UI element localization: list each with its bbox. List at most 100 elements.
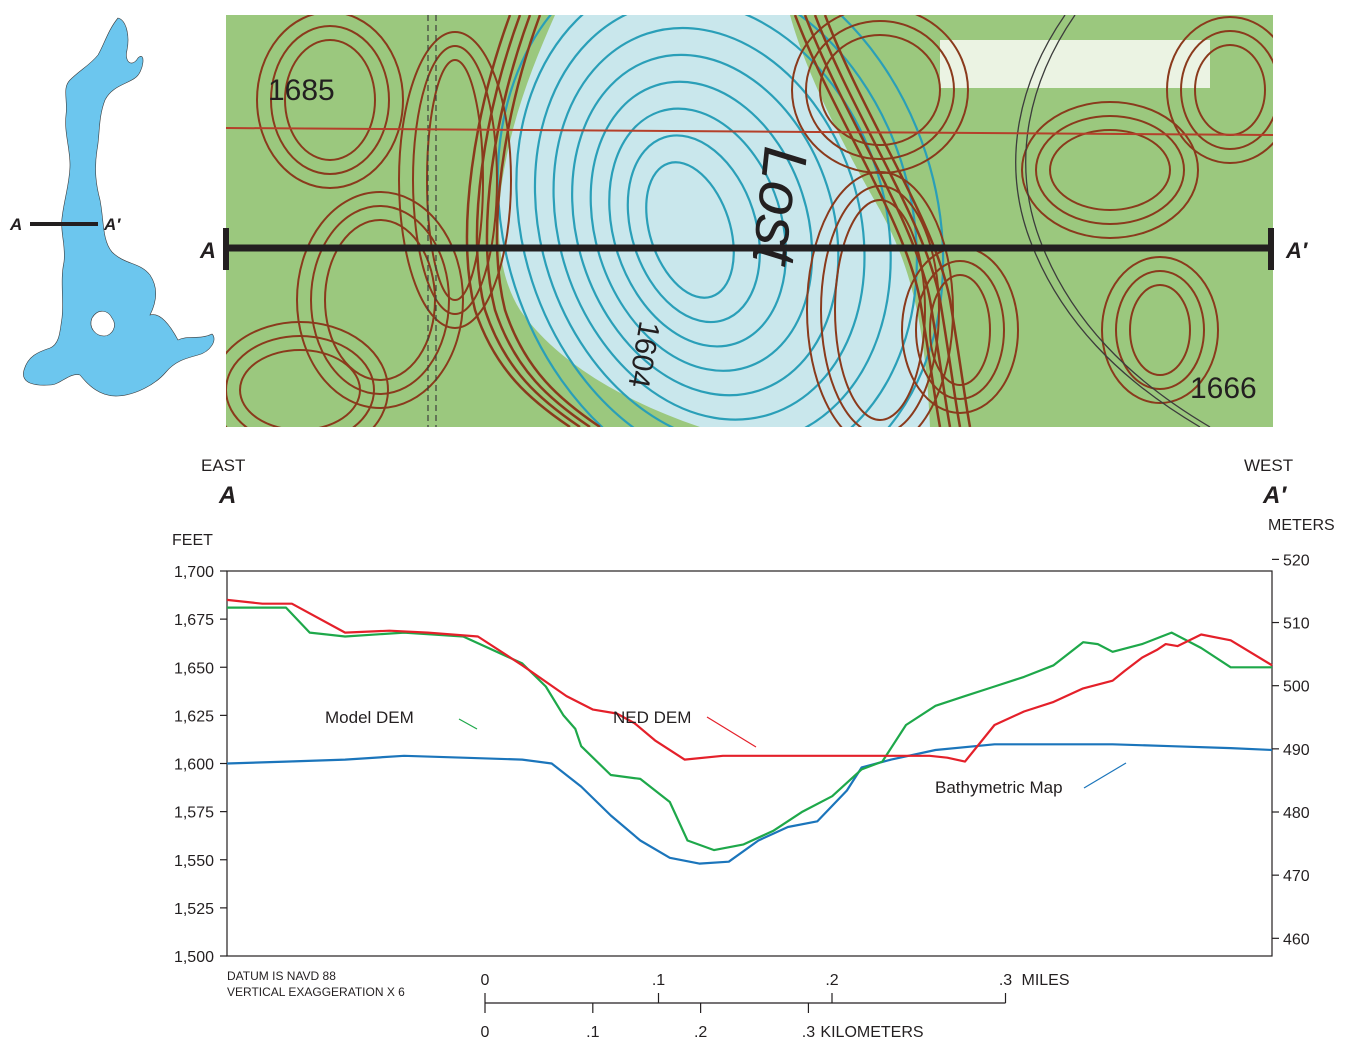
land-contour <box>310 205 450 395</box>
land-contour <box>226 321 389 427</box>
scale-bar-kilometers: 0 .1 .2 .3 KILOMETERS <box>481 1003 924 1041</box>
topo-contours <box>226 15 1273 427</box>
scale-miles-tick-label: .1 <box>652 972 665 989</box>
map-label-a: A <box>199 238 216 263</box>
scale-km-tick-label: .1 <box>586 1024 599 1041</box>
land-contour <box>820 185 940 427</box>
bank-contour-east <box>823 15 972 427</box>
water-contour <box>645 161 735 299</box>
land-contour <box>239 349 361 427</box>
land-contour <box>819 34 941 146</box>
inset-label-a-prime: A′ <box>103 215 121 234</box>
land-contour <box>398 31 512 329</box>
land-contour <box>1049 129 1171 211</box>
y-right-tick-label: 490 <box>1283 742 1310 759</box>
scale-km-unit: KILOMETERS <box>820 1024 923 1041</box>
land-contour <box>296 191 464 409</box>
y-right-tick-label: 470 <box>1283 868 1310 885</box>
inset-island-shape <box>90 310 115 337</box>
water-contour <box>515 15 918 427</box>
y-left-tick-label: 1,675 <box>174 612 214 629</box>
plot-frame <box>226 570 1273 957</box>
series-label-bathymetric-map: Bathymetric Map <box>935 778 1063 797</box>
land-contour <box>284 39 376 161</box>
scale-miles-tick-label: 0 <box>481 972 490 989</box>
y-left-tick-label: 1,650 <box>174 660 214 677</box>
land-contour <box>1166 16 1273 164</box>
water-contour <box>552 26 866 421</box>
profile-chart: EAST WEST A A′ FEET METERS 1,500 1,525 1,5… <box>172 456 1335 1041</box>
profile-label-a-prime: A′ <box>1262 482 1287 509</box>
bank-contour-west <box>465 15 571 427</box>
land-contour <box>226 335 375 427</box>
series-line-ned-dem <box>226 598 1273 763</box>
y-axis-title-meters: METERS <box>1268 517 1335 534</box>
y-left-tick-label: 1,575 <box>174 805 214 822</box>
topo-road-right-2 <box>1025 15 1211 427</box>
series-layer <box>226 598 1273 865</box>
direction-east: EAST <box>201 456 245 475</box>
topo-label-elev-1666: 1666 <box>1190 372 1257 405</box>
land-contour <box>256 15 404 189</box>
y-right-tick-label: 500 <box>1283 679 1310 696</box>
land-contour <box>324 219 436 381</box>
y-left-tick-label: 1,500 <box>174 949 214 966</box>
land-contour <box>1101 256 1219 404</box>
series-line-bathymetric-map <box>226 743 1273 865</box>
y-left-tick-label: 1,625 <box>174 708 214 725</box>
scale-miles-tick-label: .3 <box>999 972 1012 989</box>
y-right-tick-label: 460 <box>1283 931 1310 948</box>
y-right-tick-label: 480 <box>1283 805 1310 822</box>
y-axis-title-feet: FEET <box>172 532 213 549</box>
note-vertical-exaggeration: VERTICAL EXAGGERATION X 6 <box>227 985 405 999</box>
profile-label-a: A <box>218 482 236 509</box>
water-contour <box>533 15 892 427</box>
topo-map: 1685 1604 Lost 1666 A A′ <box>199 15 1309 427</box>
bank-contour-east <box>793 15 942 427</box>
y-left-tick-label: 1,550 <box>174 853 214 870</box>
topo-clearing <box>940 40 1210 88</box>
scale-km-tick-label: .3 <box>802 1024 815 1041</box>
direction-west: WEST <box>1244 456 1293 475</box>
map-label-a-prime: A′ <box>1285 238 1309 263</box>
water-contour <box>496 15 945 427</box>
bank-contour-west <box>485 15 591 427</box>
topo-label-elev-1685: 1685 <box>268 74 335 107</box>
bank-contour-west <box>475 15 581 427</box>
y-left-tick-label: 1,525 <box>174 901 214 918</box>
y-left-tick-label: 1,700 <box>174 564 214 581</box>
note-datum: DATUM IS NAVD 88 <box>227 969 336 983</box>
land-contour <box>834 199 926 421</box>
land-contour <box>929 274 991 386</box>
land-contour <box>426 59 484 301</box>
series-line-model-dem <box>227 606 1272 852</box>
topo-road-right <box>1015 15 1201 427</box>
topo-boundary-line <box>226 127 1273 136</box>
scale-km-tick-label: .2 <box>694 1024 707 1041</box>
land-contour <box>1035 115 1185 225</box>
land-contour <box>1129 284 1191 376</box>
y-right-tick-label: 510 <box>1283 616 1310 633</box>
bank-contour-east <box>813 15 962 427</box>
series-label-model-dem: Model DEM <box>325 708 414 727</box>
land-contour <box>270 25 390 175</box>
leader-bathymetric-map <box>1083 762 1127 789</box>
series-label-ned-dem: NED DEM <box>613 708 691 727</box>
land-contour <box>1115 270 1205 390</box>
water-contour <box>608 107 788 348</box>
scale-miles-tick-label: .2 <box>825 972 838 989</box>
land-contour <box>412 45 498 315</box>
land-contour <box>1180 30 1273 150</box>
scale-bar-miles: 0 .1 .2 .3 MILES <box>481 972 1070 1004</box>
land-contour <box>1021 101 1199 239</box>
y-right-tick-label: 520 <box>1283 552 1310 569</box>
land-contour <box>805 20 955 160</box>
scale-miles-unit: MILES <box>1022 972 1070 989</box>
water-contour <box>571 53 840 397</box>
land-contour <box>915 260 1005 400</box>
lake-outline-shape <box>23 17 215 397</box>
inset-label-a: A <box>9 215 22 234</box>
inset-lake-map: A A′ <box>9 17 215 397</box>
bank-contour-west <box>495 15 601 427</box>
